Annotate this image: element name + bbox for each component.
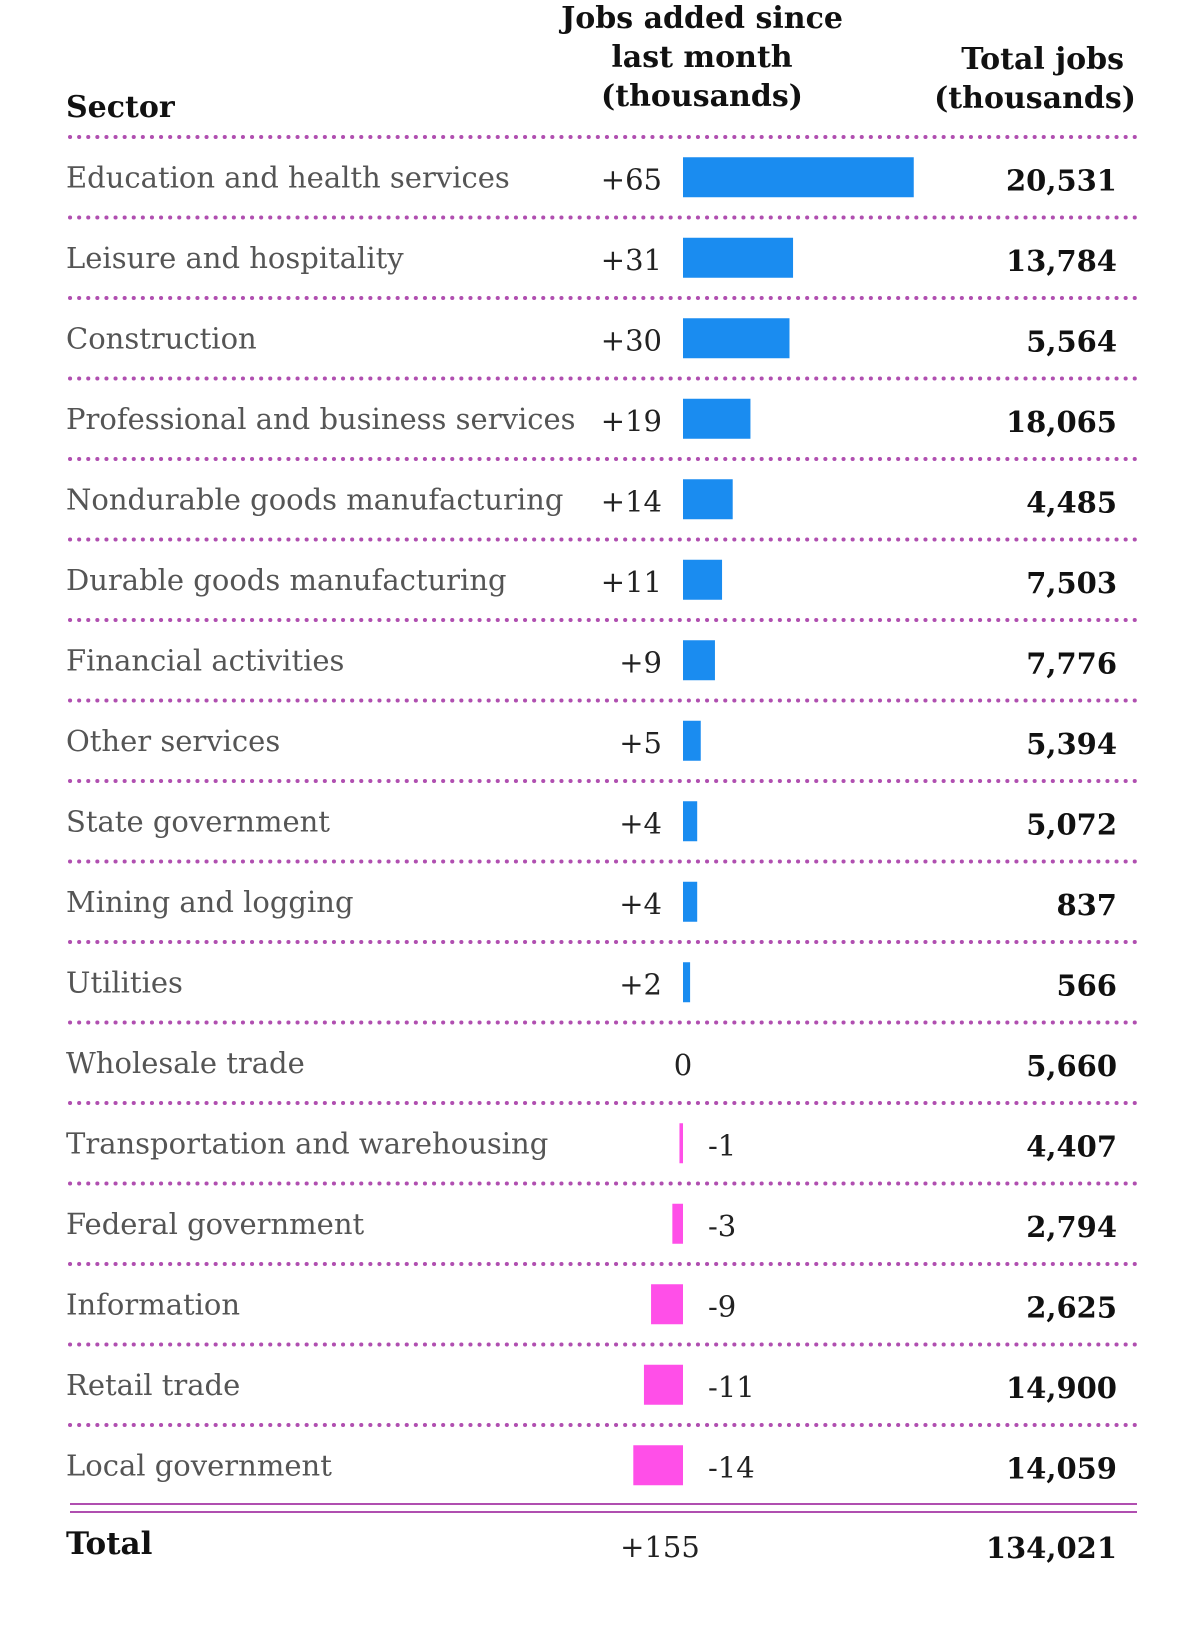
change-bar xyxy=(633,1445,683,1486)
change-bar xyxy=(683,559,723,600)
total-column-header-line2: (thousands) xyxy=(934,81,1136,116)
change-bar xyxy=(683,881,698,922)
sector-label: Education and health services xyxy=(66,160,510,194)
total-jobs-label: 5,564 xyxy=(1026,324,1117,358)
change-bar xyxy=(683,801,698,842)
change-column-header-line2: last month xyxy=(611,40,792,75)
sector-label: Construction xyxy=(66,321,257,355)
sector-label: Leisure and hospitality xyxy=(66,241,404,275)
change-value-label: -3 xyxy=(708,1209,736,1243)
change-bar xyxy=(683,720,701,761)
sector-label: Information xyxy=(66,1287,240,1321)
sector-label: Professional and business services xyxy=(66,402,576,436)
sector-label: Utilities xyxy=(66,965,183,999)
total-jobs-label: 837 xyxy=(1056,888,1117,922)
change-value-label: +65 xyxy=(601,162,662,196)
sector-label: Federal government xyxy=(66,1207,365,1241)
change-value-label: +9 xyxy=(619,645,662,679)
change-bar xyxy=(679,1123,683,1164)
total-jobs-label: 5,660 xyxy=(1026,1049,1117,1083)
change-bar xyxy=(683,318,790,359)
sector-label: State government xyxy=(66,804,330,838)
sector-label: Durable goods manufacturing xyxy=(66,563,507,597)
change-bar xyxy=(683,640,715,681)
change-value-label: -9 xyxy=(708,1289,736,1323)
sector-label: Wholesale trade xyxy=(66,1046,305,1080)
total-jobs-label: 20,531 xyxy=(1006,163,1117,197)
change-value-label: +5 xyxy=(619,726,662,760)
total-jobs-label: 7,503 xyxy=(1026,566,1117,600)
total-row: Total +155 134,021 xyxy=(66,1503,1137,1565)
change-value-label: +4 xyxy=(619,887,662,921)
sector-label: Retail trade xyxy=(66,1368,240,1402)
total-jobs-label: 13,784 xyxy=(1006,244,1117,278)
total-jobs-label: 4,485 xyxy=(1026,485,1117,519)
sector-label: Financial activities xyxy=(66,643,344,677)
total-jobs-label: 2,794 xyxy=(1026,1210,1117,1244)
change-bar xyxy=(683,237,794,278)
sector-column-header: Sector xyxy=(66,90,176,125)
table-rows: Education and health services +65 20,531 Le… xyxy=(66,135,1139,1486)
total-column-header-line1: Total jobs xyxy=(961,42,1124,77)
change-bar xyxy=(683,398,751,439)
total-jobs-label: 18,065 xyxy=(1006,405,1117,439)
total-jobs-label: 14,059 xyxy=(1006,1451,1117,1485)
change-value-label: 0 xyxy=(674,1048,692,1082)
total-label: Total xyxy=(66,1526,152,1562)
change-bar xyxy=(683,157,914,198)
change-value-label: -11 xyxy=(708,1370,755,1404)
total-jobs-value: 134,021 xyxy=(986,1531,1117,1565)
change-value-label: +2 xyxy=(619,967,662,1001)
total-jobs-label: 5,072 xyxy=(1026,807,1117,841)
change-value-label: +14 xyxy=(601,484,662,518)
change-bar xyxy=(683,962,691,1003)
sector-label: Nondurable goods manufacturing xyxy=(66,482,563,516)
sector-label: Other services xyxy=(66,724,280,758)
total-jobs-label: 566 xyxy=(1056,968,1117,1002)
table-header: Sector Jobs added since last month (thou… xyxy=(66,1,1136,125)
change-value-label: +11 xyxy=(601,565,662,599)
change-value-label: +4 xyxy=(619,806,662,840)
total-change-value: +155 xyxy=(620,1530,700,1564)
change-value-label: +31 xyxy=(601,243,662,277)
total-jobs-label: 14,900 xyxy=(1006,1371,1117,1405)
change-value-label: +19 xyxy=(601,404,662,438)
sector-label: Local government xyxy=(66,1448,332,1482)
change-bar xyxy=(643,1364,683,1405)
total-jobs-label: 2,625 xyxy=(1026,1290,1117,1324)
change-column-header-line1: Jobs added since xyxy=(558,1,843,36)
change-column-header-line3: (thousands) xyxy=(601,79,803,114)
change-bar xyxy=(683,479,733,520)
change-bar xyxy=(672,1203,683,1244)
change-value-label: -1 xyxy=(708,1128,736,1162)
total-jobs-label: 7,776 xyxy=(1026,646,1117,680)
sector-label: Mining and logging xyxy=(66,885,354,919)
change-bar xyxy=(651,1284,683,1325)
change-value-label: -14 xyxy=(708,1450,755,1484)
change-value-label: +30 xyxy=(601,323,662,357)
sector-label: Transportation and warehousing xyxy=(66,1126,548,1160)
total-jobs-label: 5,394 xyxy=(1026,727,1117,761)
total-jobs-label: 4,407 xyxy=(1026,1129,1117,1163)
